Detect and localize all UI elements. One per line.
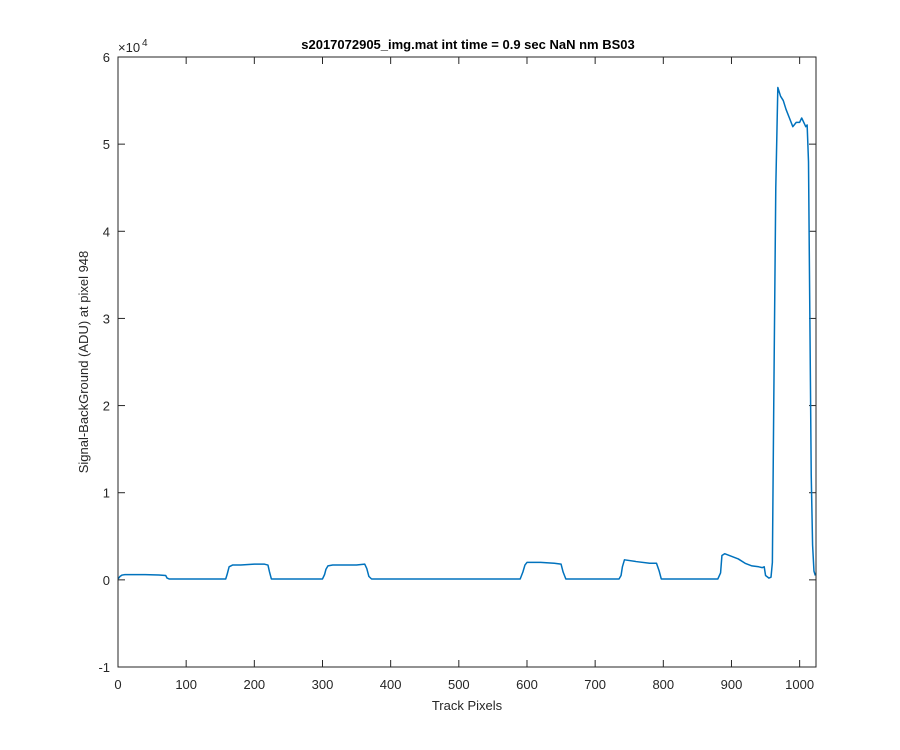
x-tick-label: 900	[721, 677, 743, 692]
y-tick-label: 5	[103, 137, 110, 152]
x-tick-label: 0	[114, 677, 121, 692]
series-line	[117, 86, 817, 580]
y-tick-label: 4	[103, 224, 110, 239]
x-tick-label: 500	[448, 677, 470, 692]
y-tick-label: 3	[103, 311, 110, 326]
x-tick-labels: 0 100 200 300 400 500 600 700 800 900 1000	[114, 677, 814, 692]
y-axis-label: Signal-BackGround (ADU) at pixel 948	[76, 251, 91, 474]
x-tick-label: 1000	[785, 677, 814, 692]
x-tick-label: 100	[175, 677, 197, 692]
plot-frame	[117, 56, 817, 668]
y-tick-label: -1	[98, 660, 110, 675]
x-axis-label: Track Pixels	[432, 698, 503, 713]
x-tick-label: 200	[243, 677, 265, 692]
y-axis-exponent-power: 4	[142, 38, 148, 49]
y-tick-label: 2	[103, 399, 110, 414]
y-tick-label: 6	[103, 50, 110, 65]
x-tick-label: 700	[584, 677, 606, 692]
y-axis-exponent: ×10 4	[118, 38, 148, 55]
x-tick-label: 300	[312, 677, 334, 692]
y-tick-labels: -1 0 1 2 3 4 5 6	[98, 50, 110, 675]
y-tick-label: 1	[103, 486, 110, 501]
plot-area	[118, 57, 816, 667]
chart-title: s2017072905_img.mat int time = 0.9 sec N…	[301, 37, 635, 52]
x-tick-label: 600	[516, 677, 538, 692]
y-tick-label: 0	[103, 573, 110, 588]
x-tick-label: 400	[380, 677, 402, 692]
y-axis-exponent-base: ×10	[118, 40, 140, 55]
x-tick-label: 800	[652, 677, 674, 692]
